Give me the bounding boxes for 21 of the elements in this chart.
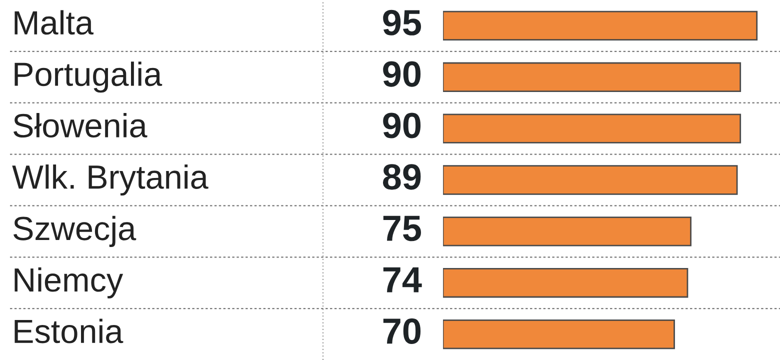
y-tick-label: Wlk. Brytania bbox=[12, 164, 208, 196]
y-tick-label: Słowenia bbox=[14, 113, 148, 138]
y-tick-label: Malta bbox=[14, 10, 94, 35]
data-label: 70 bbox=[383, 318, 421, 344]
data-label: 90 bbox=[383, 112, 421, 138]
bar bbox=[443, 319, 675, 350]
data-label: 74 bbox=[383, 267, 422, 292]
bar bbox=[443, 268, 688, 298]
bar bbox=[443, 10, 758, 41]
data-label: 75 bbox=[383, 216, 421, 242]
data-label: 90 bbox=[383, 61, 421, 87]
y-tick-label: Portugalia bbox=[14, 62, 162, 93]
y-tick-label: Niemcy bbox=[14, 267, 124, 298]
bar bbox=[443, 165, 738, 195]
bar bbox=[443, 62, 742, 92]
y-tick-label: Szwecja bbox=[14, 216, 136, 247]
data-label: 89 bbox=[382, 164, 421, 190]
data-label: 95 bbox=[383, 10, 421, 36]
bar bbox=[443, 216, 692, 246]
y-tick-label: Estonia bbox=[14, 318, 124, 344]
bar bbox=[443, 114, 742, 144]
